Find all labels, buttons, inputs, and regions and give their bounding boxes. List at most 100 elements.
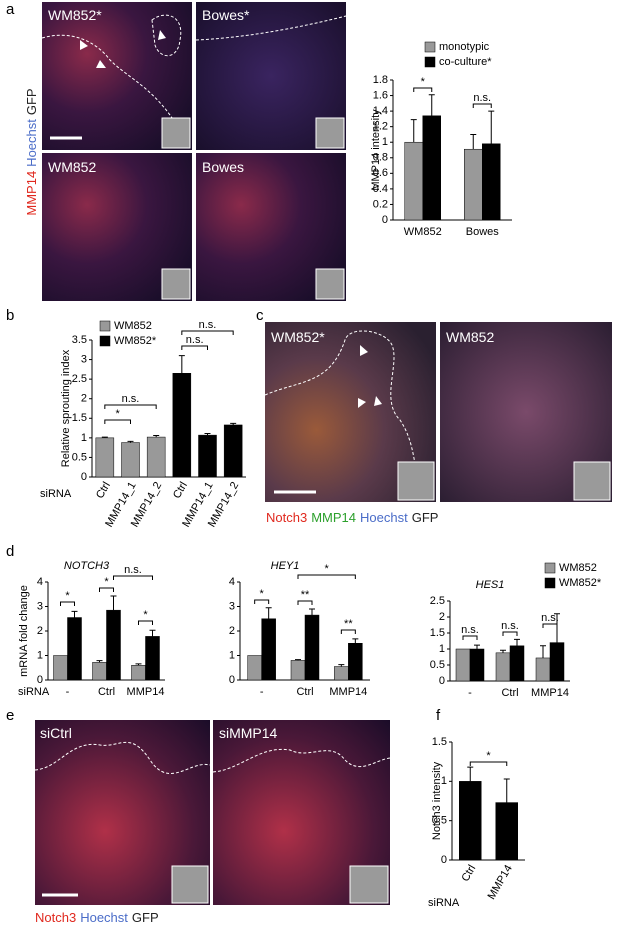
panel-label: b	[6, 307, 14, 324]
legend-swatch	[99, 335, 111, 347]
y-axis-label: Notch3 intensity	[431, 761, 443, 840]
y-tick-label: 4	[37, 576, 43, 588]
legend-swatch	[424, 56, 436, 68]
outline	[264, 330, 431, 501]
y-tick-label: 3	[37, 600, 43, 612]
bar	[53, 655, 68, 681]
significance-label: n.s.	[124, 564, 142, 576]
significance-label: n.s.	[501, 620, 519, 632]
significance-label: *	[116, 408, 121, 420]
y-tick-label: 1.5	[432, 736, 447, 748]
error-bar	[554, 613, 560, 643]
error-bar	[101, 436, 108, 438]
bar	[469, 648, 485, 682]
legend-label: WM852*	[559, 577, 602, 589]
error-bar	[110, 595, 117, 611]
stain-name: MMP14	[311, 510, 356, 525]
bar	[261, 618, 276, 681]
inset	[315, 117, 345, 149]
inset	[161, 117, 191, 149]
stain-name: Hoechst	[24, 119, 39, 167]
y-tick-label: 2	[81, 393, 87, 405]
y-tick-label: 1	[37, 649, 43, 661]
bar	[304, 614, 320, 681]
y-axis-label: mRNA fold change	[18, 585, 30, 677]
bar	[535, 657, 551, 682]
image-label: WM852*	[48, 7, 102, 23]
x-tick-label: MMP14	[486, 863, 515, 902]
inset	[315, 268, 345, 300]
x-tick-label: Ctrl	[501, 687, 518, 699]
bar	[92, 662, 107, 681]
x-tick-label: Ctrl	[94, 480, 113, 501]
error-bar	[153, 435, 160, 438]
y-tick-label: 0.6	[373, 167, 388, 179]
significance-bracket	[99, 587, 114, 592]
significance-bracket	[502, 631, 518, 636]
bar	[404, 141, 423, 221]
error-bar	[474, 644, 480, 649]
y-tick-label: 4	[229, 576, 235, 588]
y-tick-label: 0	[81, 471, 87, 483]
y-tick-label: 2	[439, 611, 445, 623]
y-tick-label: 0.8	[373, 152, 388, 164]
panel-label: f	[436, 707, 441, 724]
error-bar	[540, 645, 546, 658]
x-tick-label: -	[260, 686, 264, 698]
legend-swatch	[99, 320, 111, 332]
significance-label: *	[486, 750, 491, 762]
y-axis-label: Relative sprouting index	[60, 349, 72, 467]
x-tick-label: Ctrl	[296, 686, 313, 698]
stain-name: GFP	[24, 88, 39, 115]
image-label: WM852*	[271, 329, 325, 345]
bar	[495, 652, 511, 682]
error-bar	[428, 94, 435, 116]
bar	[198, 434, 217, 478]
chart-title: HES1	[476, 579, 505, 591]
y-tick-label: 1	[229, 649, 235, 661]
error-bar	[410, 119, 417, 143]
y-tick-label: 2	[229, 625, 235, 637]
significance-label: *	[104, 576, 109, 588]
stain-name: MMP14	[24, 171, 39, 216]
legend-label: WM852	[559, 562, 597, 574]
error-bar	[338, 664, 345, 667]
significance-bracket	[138, 620, 153, 625]
y-tick-label: 0	[37, 674, 43, 686]
y-tick-label: 1.5	[430, 627, 445, 639]
y-tick-label: 1	[81, 432, 87, 444]
significance-bracket	[469, 761, 508, 766]
y-tick-label: 0.5	[432, 815, 447, 827]
x-axis-label: siRNA	[428, 897, 460, 909]
y-tick-label: 2	[37, 625, 43, 637]
error-bar	[178, 355, 185, 374]
y-tick-label: 0	[382, 214, 388, 226]
significance-bracket	[297, 574, 356, 579]
outline	[212, 748, 391, 773]
error-bar	[514, 638, 520, 646]
bar	[495, 802, 518, 861]
bar	[95, 437, 115, 478]
image-label: siCtrl	[40, 725, 72, 741]
error-bar	[488, 110, 495, 144]
bar	[145, 636, 160, 681]
y-tick-label: 0.5	[430, 659, 445, 671]
error-bar	[135, 663, 142, 666]
significance-label: *	[260, 588, 265, 600]
significance-bracket	[340, 629, 356, 634]
y-tick-label: 1	[441, 775, 447, 787]
y-tick-label: 0.2	[373, 198, 388, 210]
panel-label: c	[256, 307, 264, 324]
significance-bracket	[104, 419, 131, 424]
bar	[223, 424, 243, 478]
significance-bracket	[254, 599, 270, 604]
outline	[195, 15, 347, 41]
significance-bracket	[181, 345, 208, 350]
error-bar	[503, 778, 510, 803]
arrowhead	[80, 40, 88, 50]
bar	[549, 642, 565, 682]
significance-label: n.s.	[461, 624, 479, 636]
bar	[422, 115, 441, 221]
legend-label: monotypic	[439, 41, 490, 53]
